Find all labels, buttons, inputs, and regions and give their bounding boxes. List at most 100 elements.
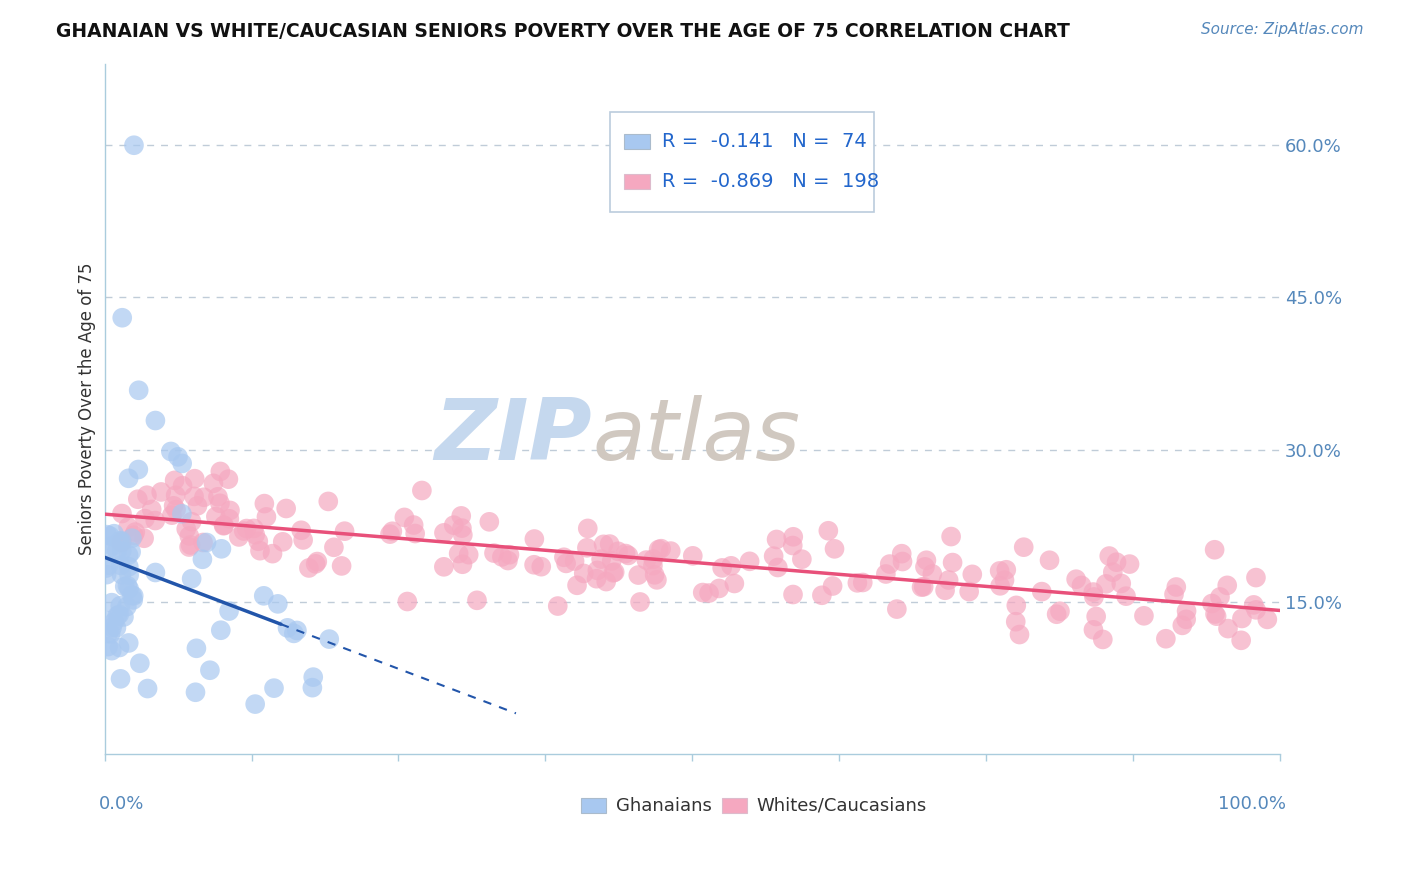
Point bbox=[103, 615, 125, 629]
Point bbox=[576, 521, 599, 535]
Point bbox=[180, 538, 202, 552]
Point bbox=[298, 561, 321, 575]
Point bbox=[127, 492, 149, 507]
Point bbox=[207, 490, 229, 504]
Point bbox=[782, 588, 804, 602]
Point bbox=[110, 535, 132, 549]
Point bbox=[108, 640, 131, 655]
Point bbox=[307, 555, 329, 569]
Point bbox=[591, 552, 613, 566]
Point bbox=[136, 681, 159, 696]
Point bbox=[243, 521, 266, 535]
Point bbox=[103, 526, 125, 541]
Point bbox=[647, 542, 669, 557]
Point bbox=[110, 567, 132, 582]
Point bbox=[650, 541, 672, 556]
Point bbox=[134, 531, 156, 545]
Point bbox=[179, 529, 201, 543]
Point bbox=[122, 528, 145, 542]
Point bbox=[890, 547, 912, 561]
Point bbox=[110, 599, 132, 613]
Point bbox=[381, 524, 404, 539]
Point bbox=[914, 559, 936, 574]
Point bbox=[1163, 587, 1185, 601]
Point bbox=[98, 529, 121, 543]
Point bbox=[411, 483, 433, 498]
Point bbox=[100, 596, 122, 610]
Point bbox=[316, 494, 339, 508]
Point bbox=[682, 549, 704, 563]
Point bbox=[150, 485, 173, 500]
Point bbox=[232, 524, 254, 538]
Point bbox=[627, 568, 650, 582]
Y-axis label: Seniors Poverty Over the Age of 75: Seniors Poverty Over the Age of 75 bbox=[79, 263, 96, 556]
FancyBboxPatch shape bbox=[624, 174, 650, 189]
Point bbox=[1038, 553, 1060, 567]
Point bbox=[118, 568, 141, 582]
Point bbox=[170, 507, 193, 521]
Point bbox=[1209, 590, 1232, 604]
Point bbox=[128, 657, 150, 671]
Point bbox=[1204, 542, 1226, 557]
Point bbox=[134, 511, 156, 525]
Point bbox=[595, 574, 617, 589]
Point bbox=[262, 547, 284, 561]
Point bbox=[217, 472, 239, 486]
Point bbox=[97, 640, 120, 654]
Point bbox=[136, 488, 159, 502]
Point bbox=[1171, 618, 1194, 632]
Point bbox=[496, 553, 519, 567]
Point bbox=[174, 522, 197, 536]
Text: atlas: atlas bbox=[592, 395, 800, 478]
Point bbox=[141, 502, 163, 516]
Point bbox=[1083, 585, 1105, 599]
Point bbox=[167, 450, 190, 464]
Point bbox=[891, 555, 914, 569]
Point bbox=[523, 558, 546, 572]
Point bbox=[988, 579, 1011, 593]
Point bbox=[993, 573, 1015, 587]
Point bbox=[163, 474, 186, 488]
Point bbox=[97, 558, 120, 573]
Point bbox=[1046, 607, 1069, 622]
Point bbox=[938, 573, 960, 587]
Point bbox=[782, 539, 804, 553]
Point bbox=[1154, 632, 1177, 646]
Point bbox=[160, 444, 183, 458]
Text: Source: ZipAtlas.com: Source: ZipAtlas.com bbox=[1201, 22, 1364, 37]
Point bbox=[1175, 604, 1198, 618]
Point bbox=[283, 626, 305, 640]
Point bbox=[817, 524, 839, 538]
Point bbox=[122, 593, 145, 607]
Point bbox=[94, 614, 117, 628]
Point bbox=[100, 643, 122, 657]
Point bbox=[195, 535, 218, 549]
Point bbox=[118, 559, 141, 574]
Point bbox=[218, 604, 240, 618]
Point bbox=[105, 608, 128, 623]
Point bbox=[738, 554, 761, 568]
Point bbox=[1105, 555, 1128, 569]
Point bbox=[1230, 633, 1253, 648]
FancyBboxPatch shape bbox=[721, 798, 748, 814]
Point bbox=[457, 548, 479, 562]
Point bbox=[766, 560, 789, 574]
Point bbox=[711, 561, 734, 575]
Point bbox=[114, 580, 136, 594]
Point bbox=[910, 580, 932, 594]
Point bbox=[118, 582, 141, 596]
Point bbox=[276, 501, 298, 516]
Point bbox=[1070, 578, 1092, 592]
Point bbox=[122, 138, 145, 153]
Point bbox=[1205, 609, 1227, 624]
Point bbox=[592, 537, 614, 551]
Point bbox=[643, 552, 665, 566]
Point bbox=[183, 490, 205, 504]
Point bbox=[603, 565, 626, 579]
Point bbox=[120, 545, 142, 559]
Point bbox=[555, 557, 578, 571]
Point bbox=[617, 549, 640, 563]
Point bbox=[396, 594, 419, 608]
Point bbox=[111, 535, 134, 549]
Point bbox=[145, 413, 167, 427]
